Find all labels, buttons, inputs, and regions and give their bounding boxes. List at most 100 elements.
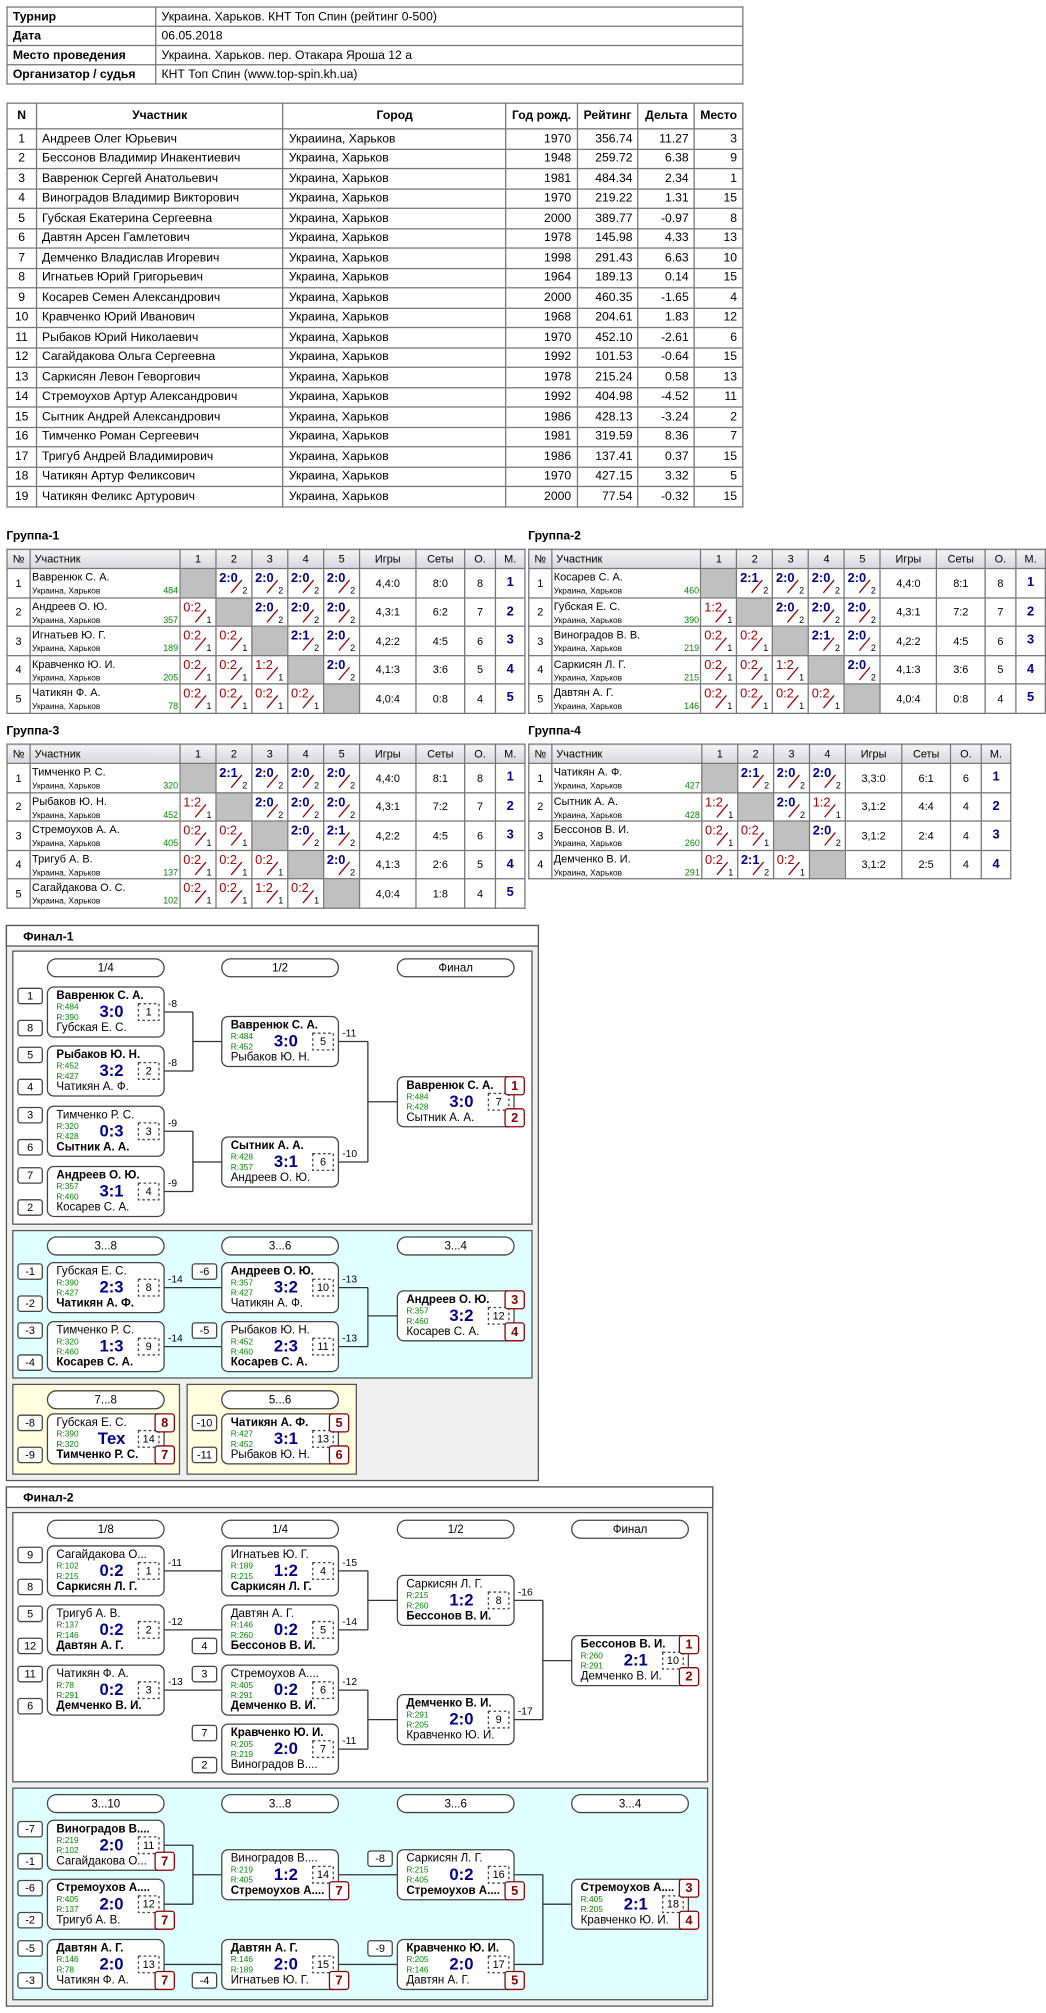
match-number-box bbox=[312, 1153, 334, 1171]
participant-row: 7 Демченко Владислав Игоревич Украина, Хар… bbox=[6, 247, 744, 269]
score-td bbox=[772, 625, 810, 656]
match-points: 1 bbox=[206, 645, 212, 655]
player-cell: Виноградов В. В. Украина, Харьков 219 bbox=[553, 627, 700, 653]
cell: 1986 bbox=[505, 446, 578, 468]
player-name: Тимченко Р. С. bbox=[56, 1449, 138, 1461]
player-name: Рыбаков Ю. Н. bbox=[231, 1325, 310, 1337]
set-score: 0:2 bbox=[290, 687, 309, 702]
player-rating: R:219 bbox=[231, 1864, 254, 1874]
group-table: № Участник 1 2 3 4 5 Игры Сеты О. М. 1 Тимченко Р. С… bbox=[6, 743, 526, 909]
column-header: Участник bbox=[29, 548, 181, 570]
cell: Украина, Харьков bbox=[282, 148, 507, 170]
cell: Косарев Семен Александрович bbox=[35, 287, 284, 309]
match-points: 2 bbox=[350, 782, 356, 792]
score-cell: 0:2 1 bbox=[774, 685, 805, 711]
player-rating: R:146 bbox=[231, 1954, 254, 1964]
match-number: 7 bbox=[496, 1096, 502, 1108]
round-label-box bbox=[571, 1793, 689, 1814]
match-points: 2 bbox=[870, 645, 876, 655]
set-score: 0:2 bbox=[775, 687, 794, 702]
row-number: 2 bbox=[6, 791, 31, 822]
match-points: 2 bbox=[834, 587, 840, 597]
column-header: Сеты bbox=[901, 743, 952, 764]
player-rating: R:189 bbox=[231, 1964, 254, 1974]
player-name: Давтян А. Г. bbox=[406, 1975, 469, 1987]
player-name: Стремоухов А.... bbox=[56, 1882, 150, 1894]
player-td: Губская Е. С. Украина, Харьков 390 bbox=[551, 596, 702, 627]
games: 3,3:0 bbox=[844, 762, 903, 793]
player-name: Саркисян Л. Г. bbox=[553, 657, 626, 671]
score-td: 2:0 2 bbox=[323, 849, 361, 880]
match-box bbox=[396, 1693, 515, 1746]
header-row: № Участник 1 2 3 4 5 Игры Сеты О. М. bbox=[6, 743, 526, 764]
info-value: КНТ Топ Спин (www.top-spin.kh.ua) bbox=[155, 64, 744, 85]
seed: 1 bbox=[27, 991, 33, 1003]
match-points: 1 bbox=[278, 673, 284, 683]
match-number: 6 bbox=[320, 1157, 326, 1169]
seed: -3 bbox=[25, 1975, 35, 1987]
place: 1 bbox=[1015, 567, 1046, 598]
place: 3 bbox=[685, 1880, 692, 1895]
set-score: 2:0 bbox=[290, 795, 310, 810]
cell: 460.35 bbox=[576, 287, 639, 309]
match-score: 1:2 bbox=[274, 1561, 298, 1580]
seed-box bbox=[17, 1322, 43, 1339]
score-td: 2:0 2 bbox=[251, 791, 289, 822]
seed-box bbox=[191, 1637, 218, 1655]
column-header: 1 bbox=[701, 743, 739, 764]
match-box bbox=[46, 1664, 165, 1716]
player-cell: Андреев О. Ю. Украина, Харьков 357 bbox=[31, 599, 178, 625]
score-cell: 1:2 1 bbox=[253, 656, 284, 683]
score-td bbox=[287, 654, 325, 685]
set-score: 2:0 bbox=[776, 795, 796, 810]
player-name: Сытник А. А. bbox=[231, 1140, 304, 1152]
score-cell: 2:1 2 bbox=[325, 822, 356, 849]
player-rating: R:452 bbox=[231, 1041, 254, 1051]
match-number: 17 bbox=[493, 1959, 505, 1971]
group-title: Группа-2 bbox=[528, 529, 581, 544]
column-header: 5 bbox=[323, 743, 361, 764]
match-score: 2:1 bbox=[624, 1894, 648, 1913]
player-rating: R:390 bbox=[56, 1277, 79, 1287]
cell: Стремоухов Артур Александрович bbox=[35, 386, 284, 408]
set-score: 0:2 bbox=[704, 687, 723, 702]
seed: 7 bbox=[201, 1728, 207, 1740]
score-cell: 2:0 2 bbox=[289, 765, 320, 792]
group-row: 5 Сагайдакова О. С. Украина, Харьков 102 0:2… bbox=[6, 878, 526, 909]
round-label-box bbox=[221, 1390, 340, 1410]
match-points: 2 bbox=[350, 673, 356, 683]
score-td: 2:0 2 bbox=[323, 791, 361, 822]
player-td: Виноградов В. В. Украина, Харьков 219 bbox=[551, 625, 702, 656]
match-number: 11 bbox=[317, 1341, 328, 1353]
header-row: N Участник Город Год рожд. Рейтинг Дельта Мест… bbox=[6, 102, 744, 130]
player-rating: R:205 bbox=[581, 1904, 604, 1914]
score-cell: 0:2 1 bbox=[702, 685, 733, 711]
cell: 6.63 bbox=[637, 247, 696, 269]
player-city: Украина, Харьков bbox=[32, 897, 101, 907]
match-points: 2 bbox=[314, 782, 320, 792]
round-label-box bbox=[46, 1390, 165, 1410]
place-box bbox=[504, 1290, 525, 1310]
player-name: Губская Е. С. bbox=[56, 1266, 126, 1278]
player-rating: R:428 bbox=[56, 1131, 79, 1141]
loser-destination: -11 bbox=[168, 1558, 182, 1569]
seed: -5 bbox=[25, 1943, 35, 1955]
score-cell: 1:2 1 bbox=[702, 599, 733, 625]
score-cell: 0:2 1 bbox=[181, 851, 212, 877]
player-cell: Саркисян Л. Г. Украина, Харьков 215 bbox=[553, 656, 700, 682]
set-score: 2:0 bbox=[776, 766, 796, 781]
player-td: Тимченко Р. С. Украина, Харьков 320 bbox=[29, 762, 181, 793]
set-score: 2:0 bbox=[290, 600, 310, 615]
player-rating: R:260 bbox=[406, 1600, 429, 1610]
set-score: 0:2 bbox=[255, 687, 273, 702]
match-number: 5 bbox=[320, 1624, 326, 1636]
cell: 11.27 bbox=[637, 128, 696, 150]
set-score: 0:2 bbox=[705, 824, 723, 839]
score-cell: 2:0 2 bbox=[774, 570, 805, 596]
column-header: № bbox=[528, 743, 553, 764]
match-points: 2 bbox=[278, 616, 284, 626]
cell: Украина, Харьков bbox=[282, 167, 507, 190]
score-cell: 0:2 1 bbox=[181, 685, 212, 711]
score-td: 2:0 2 bbox=[251, 596, 289, 627]
cell: Тимченко Роман Сергеевич bbox=[35, 426, 284, 448]
